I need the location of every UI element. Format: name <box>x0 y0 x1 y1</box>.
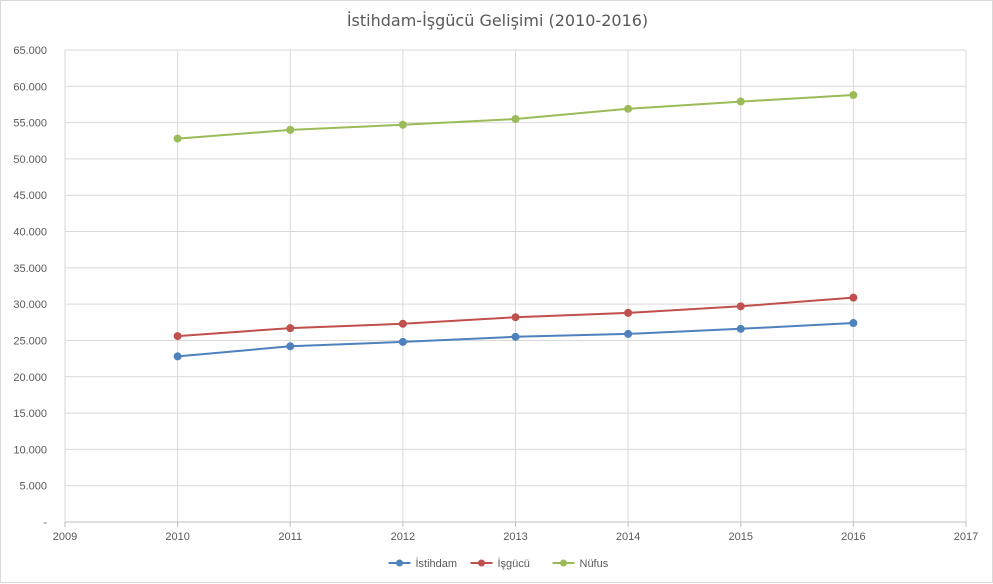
data-point <box>398 319 407 328</box>
legend-swatch-marker <box>396 559 403 567</box>
legend-label: İşgücü <box>498 557 530 570</box>
data-point <box>736 324 745 333</box>
data-point <box>398 120 407 129</box>
x-tick-label: 2012 <box>391 531 415 543</box>
data-point <box>286 342 295 351</box>
x-tick-label: 2014 <box>616 531 640 543</box>
y-tick-label: 5.000 <box>19 481 47 493</box>
legend-swatch-marker <box>478 559 485 567</box>
legend: İstihdam İşgücü Nüfus <box>388 557 609 570</box>
axes: - 5.000 10.000 15.000 20.000 25.000 30.000 35.0… <box>13 45 978 543</box>
y-tick-label: 25.000 <box>13 335 47 347</box>
data-point <box>511 313 520 322</box>
data-point <box>398 337 407 346</box>
y-tick-label: 60.000 <box>13 81 47 93</box>
data-point <box>173 332 182 341</box>
data-point <box>286 324 295 333</box>
y-tick-label: 35.000 <box>13 263 47 275</box>
data-point <box>736 302 745 311</box>
y-tick-label: 55.000 <box>13 118 47 130</box>
legend-label: İstihdam <box>416 557 458 570</box>
y-tick-label: 10.000 <box>13 444 47 456</box>
data-point <box>849 293 858 302</box>
data-point <box>624 104 633 113</box>
data-point <box>511 332 520 341</box>
series-lines <box>173 91 858 361</box>
x-tick-label: 2011 <box>278 531 302 543</box>
x-tick-label: 2013 <box>503 531 527 543</box>
y-tick-label: 65.000 <box>13 45 47 57</box>
gridlines <box>64 49 967 523</box>
x-tick-label: 2017 <box>954 531 978 543</box>
data-point <box>286 125 295 134</box>
x-tick-label: 2009 <box>53 531 77 543</box>
y-tick-label: 15.000 <box>13 408 47 420</box>
y-tick-label: 45.000 <box>13 190 47 202</box>
x-tick-label: 2010 <box>165 531 189 543</box>
data-point <box>736 97 745 106</box>
y-tick-label: 30.000 <box>13 299 47 311</box>
data-point <box>624 329 633 338</box>
data-point <box>511 114 520 123</box>
legend-label: Nüfus <box>580 558 609 570</box>
chart-title: İstihdam-İşgücü Gelişimi (2010-2016) <box>346 11 649 30</box>
data-point <box>849 91 858 100</box>
data-point <box>624 308 633 317</box>
x-tick-label: 2015 <box>729 531 753 543</box>
y-tick-label: 50.000 <box>13 154 47 166</box>
legend-swatch-marker <box>560 559 567 567</box>
y-tick-label: 20.000 <box>13 372 47 384</box>
y-tick-label: - <box>43 517 47 529</box>
data-point <box>849 319 858 328</box>
x-tick-label: 2016 <box>841 531 865 543</box>
data-point <box>173 352 182 361</box>
data-point <box>173 134 182 143</box>
y-tick-label: 40.000 <box>13 227 47 239</box>
